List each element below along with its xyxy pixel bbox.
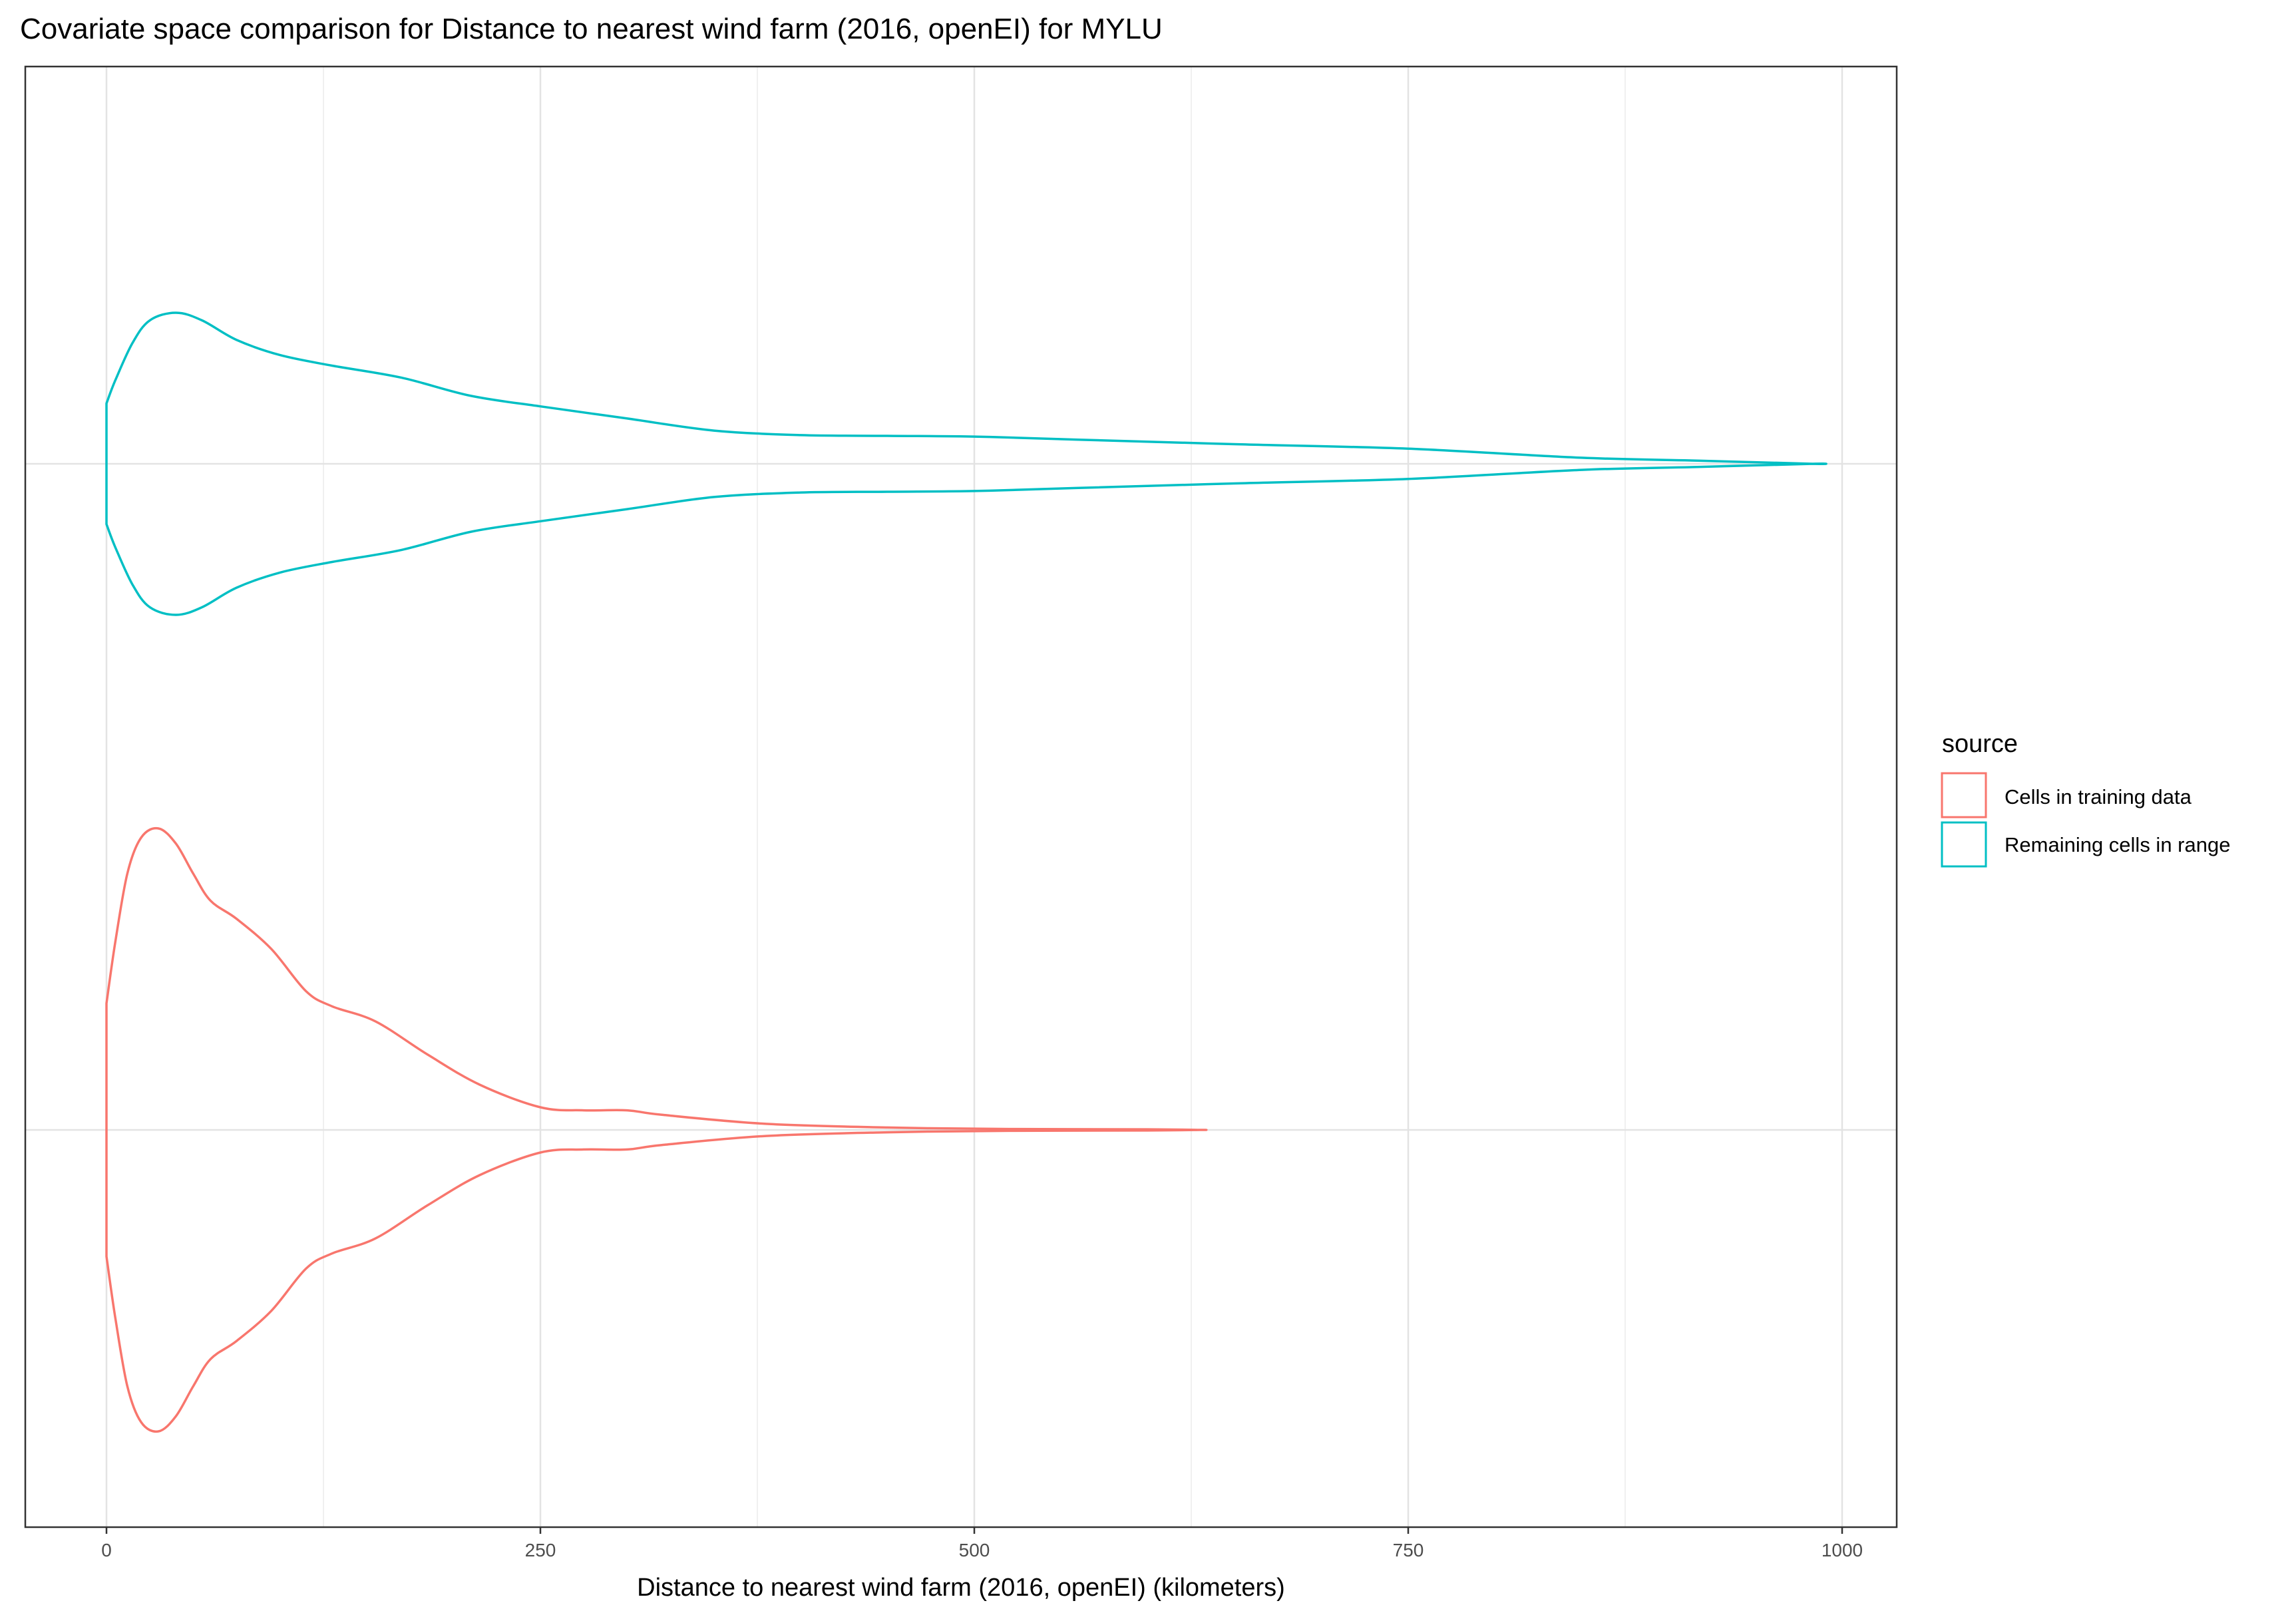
x-tick-label: 500 xyxy=(959,1540,990,1560)
chart-title: Covariate space comparison for Distance … xyxy=(20,13,1163,45)
x-tick-label: 250 xyxy=(525,1540,556,1560)
x-tick-label: 0 xyxy=(101,1540,112,1560)
violins xyxy=(105,311,1827,1433)
legend-title: source xyxy=(1942,730,2018,758)
plot-panel-border xyxy=(24,65,1898,1528)
legend: source Cells in training data Remaining … xyxy=(1941,730,2230,868)
grid-lines xyxy=(25,67,1897,1527)
violin-remaining-cells-in-range xyxy=(105,311,1827,616)
x-axis: 0 250 500 750 1000 xyxy=(101,1527,1863,1560)
plot-panel xyxy=(25,67,1897,1527)
x-axis-title: Distance to nearest wind farm (2016, ope… xyxy=(637,1574,1285,1602)
violin-cells-in-training-data xyxy=(105,826,1208,1433)
legend-label-cells-in-training-data: Cells in training data xyxy=(2005,785,2192,808)
x-tick-label: 750 xyxy=(1393,1540,1424,1560)
legend-key-cells-in-training-data xyxy=(1941,772,1987,818)
legend-key-remaining-cells-in-range xyxy=(1941,821,1987,868)
x-tick-label: 1000 xyxy=(1821,1540,1863,1560)
legend-label-remaining-cells-in-range: Remaining cells in range xyxy=(2005,833,2230,856)
